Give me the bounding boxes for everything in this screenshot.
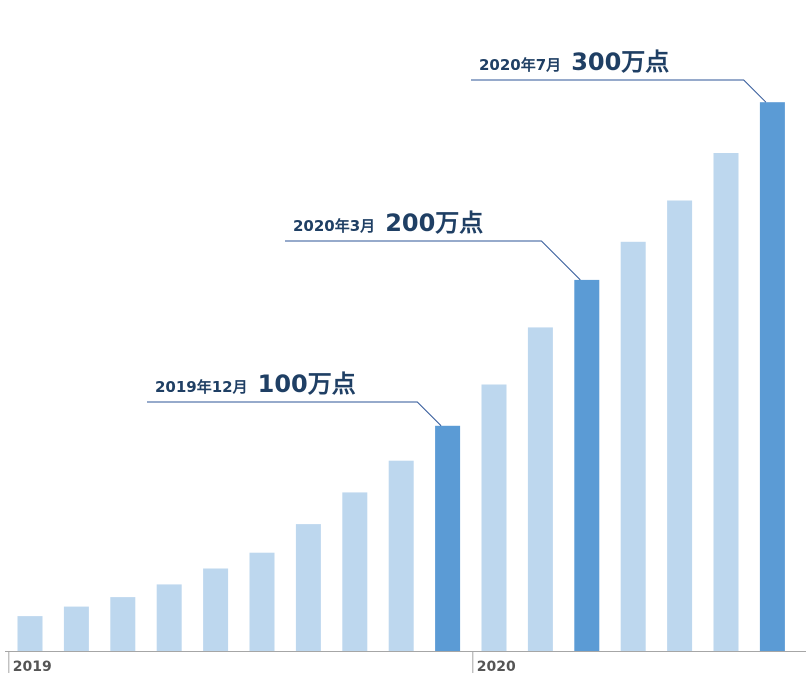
year-label-2019: 2019 bbox=[13, 659, 52, 675]
annotation-date-1: 2019年12月 bbox=[155, 378, 248, 396]
bar-1 bbox=[17, 616, 43, 651]
annotation-leader-2 bbox=[285, 240, 581, 281]
annotation-leader-1 bbox=[147, 401, 442, 427]
annotation-date-2: 2020年3月 bbox=[293, 217, 375, 235]
annotation-leader-3 bbox=[471, 79, 767, 103]
bar-14 bbox=[620, 241, 646, 652]
bar-17 bbox=[759, 102, 785, 651]
bar-12 bbox=[527, 327, 553, 651]
annotation-value-2: 200万点 bbox=[385, 209, 483, 237]
bar-6 bbox=[249, 552, 275, 651]
bar-9 bbox=[388, 460, 414, 651]
bar-3 bbox=[110, 597, 136, 651]
bars-group bbox=[17, 102, 785, 652]
bar-7 bbox=[295, 524, 321, 651]
annotations-group: 2019年12月 100万点 2020年3月 200万点 2020年7月 300万点 bbox=[147, 48, 767, 427]
annotation-label-1: 2019年12月 100万点 bbox=[155, 370, 356, 398]
bar-13 bbox=[574, 279, 600, 651]
annotation-label-3: 2020年7月 300万点 bbox=[479, 48, 669, 76]
annotation-value-3: 300万点 bbox=[571, 48, 669, 76]
annotation-date-3: 2020年7月 bbox=[479, 56, 561, 74]
bar-15 bbox=[667, 200, 693, 651]
bar-2 bbox=[63, 606, 89, 651]
bar-8 bbox=[342, 492, 368, 651]
year-label-2020: 2020 bbox=[477, 659, 516, 675]
annotation-label-2: 2020年3月 200万点 bbox=[293, 209, 483, 237]
x-axis: 2019 2020 bbox=[5, 651, 806, 675]
annotation-value-1: 100万点 bbox=[258, 370, 356, 398]
bar-4 bbox=[156, 584, 182, 651]
bar-16 bbox=[713, 153, 739, 651]
bar-10 bbox=[435, 425, 461, 651]
bar-11 bbox=[481, 384, 507, 651]
bar-5 bbox=[203, 568, 229, 651]
